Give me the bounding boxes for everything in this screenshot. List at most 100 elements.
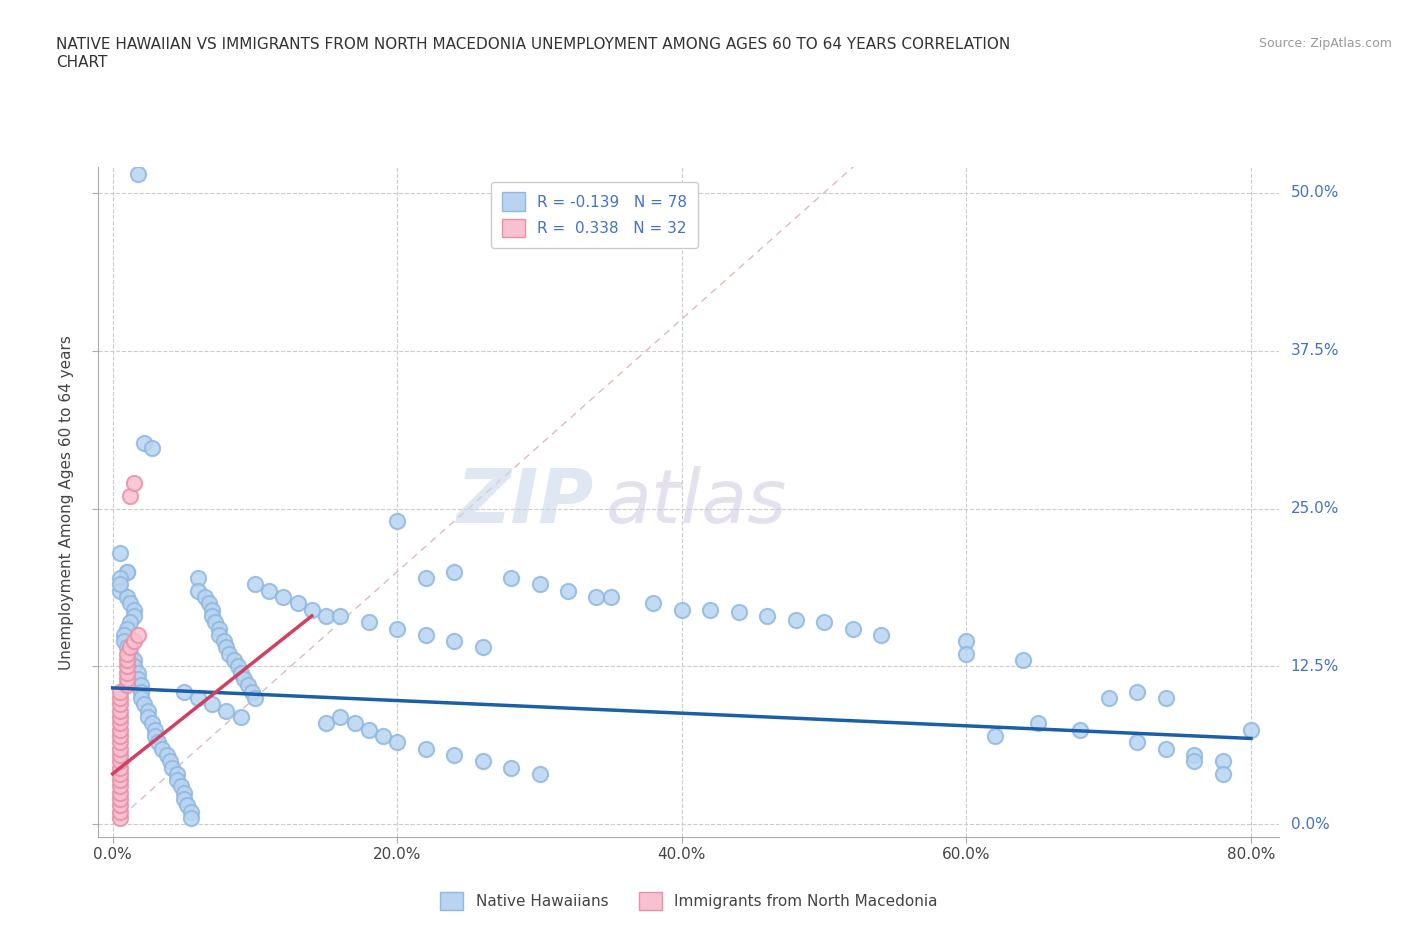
Point	[108, 735, 131, 750]
Point	[357, 723, 380, 737]
Point	[785, 612, 807, 627]
Point	[1098, 691, 1121, 706]
Point	[529, 577, 551, 591]
Point	[156, 748, 179, 763]
Point	[143, 723, 166, 737]
Text: 12.5%: 12.5%	[1291, 659, 1339, 674]
Point	[1212, 753, 1234, 768]
Point	[499, 571, 522, 586]
Point	[112, 633, 135, 648]
Point	[1154, 741, 1177, 756]
Point	[115, 646, 138, 661]
Text: 25.0%: 25.0%	[1291, 501, 1339, 516]
Point	[315, 716, 337, 731]
Point	[112, 628, 135, 643]
Point	[1240, 723, 1263, 737]
Point	[176, 798, 198, 813]
Point	[208, 628, 231, 643]
Point	[129, 678, 152, 693]
Point	[122, 602, 145, 617]
Point	[301, 602, 323, 617]
Point	[215, 703, 238, 718]
Point	[229, 710, 252, 724]
Point	[208, 621, 231, 636]
Point	[115, 659, 138, 674]
Point	[243, 691, 266, 706]
Point	[122, 633, 145, 648]
Point	[257, 583, 280, 598]
Point	[1126, 735, 1149, 750]
Point	[215, 640, 238, 655]
Point	[201, 608, 224, 623]
Point	[108, 785, 131, 800]
Point	[108, 753, 131, 768]
Point	[699, 602, 721, 617]
Point	[127, 665, 149, 680]
Point	[232, 671, 254, 686]
Point	[180, 804, 202, 819]
Point	[127, 166, 149, 181]
Point	[166, 773, 188, 788]
Point	[240, 684, 263, 699]
Point	[115, 665, 138, 680]
Point	[387, 735, 409, 750]
Point	[132, 697, 155, 711]
Point	[108, 723, 131, 737]
Point	[756, 608, 779, 623]
Point	[127, 671, 149, 686]
Point	[1212, 766, 1234, 781]
Point	[1069, 723, 1091, 737]
Text: ZIP: ZIP	[457, 466, 595, 538]
Point	[115, 678, 138, 693]
Point	[229, 665, 252, 680]
Point	[108, 703, 131, 718]
Point	[329, 710, 352, 724]
Point	[115, 621, 138, 636]
Point	[1182, 753, 1205, 768]
Point	[108, 804, 131, 819]
Point	[129, 684, 152, 699]
Point	[529, 766, 551, 781]
Point	[115, 565, 138, 579]
Text: NATIVE HAWAIIAN VS IMMIGRANTS FROM NORTH MACEDONIA UNEMPLOYMENT AMONG AGES 60 TO: NATIVE HAWAIIAN VS IMMIGRANTS FROM NORTH…	[56, 37, 1011, 70]
Point	[187, 583, 209, 598]
Point	[198, 596, 221, 611]
Point	[108, 760, 131, 775]
Point	[108, 728, 131, 743]
Point	[443, 633, 465, 648]
Point	[499, 760, 522, 775]
Y-axis label: Unemployment Among Ages 60 to 64 years: Unemployment Among Ages 60 to 64 years	[59, 335, 75, 670]
Point	[108, 577, 131, 591]
Point	[143, 728, 166, 743]
Point	[115, 653, 138, 668]
Point	[194, 590, 217, 604]
Point	[201, 602, 224, 617]
Point	[118, 596, 141, 611]
Point	[273, 590, 295, 604]
Point	[1182, 748, 1205, 763]
Point	[108, 798, 131, 813]
Point	[415, 628, 437, 643]
Point	[108, 710, 131, 724]
Point	[115, 640, 138, 655]
Point	[841, 621, 863, 636]
Point	[471, 640, 494, 655]
Point	[115, 590, 138, 604]
Point	[170, 779, 193, 794]
Point	[108, 748, 131, 763]
Point	[415, 741, 437, 756]
Point	[287, 596, 309, 611]
Point	[187, 691, 209, 706]
Point	[115, 565, 138, 579]
Point	[108, 583, 131, 598]
Point	[132, 435, 155, 450]
Point	[1154, 691, 1177, 706]
Point	[122, 608, 145, 623]
Point	[180, 811, 202, 826]
Point	[870, 628, 893, 643]
Point	[141, 441, 163, 456]
Point	[108, 791, 131, 806]
Point	[329, 608, 352, 623]
Point	[173, 791, 195, 806]
Point	[1026, 716, 1049, 731]
